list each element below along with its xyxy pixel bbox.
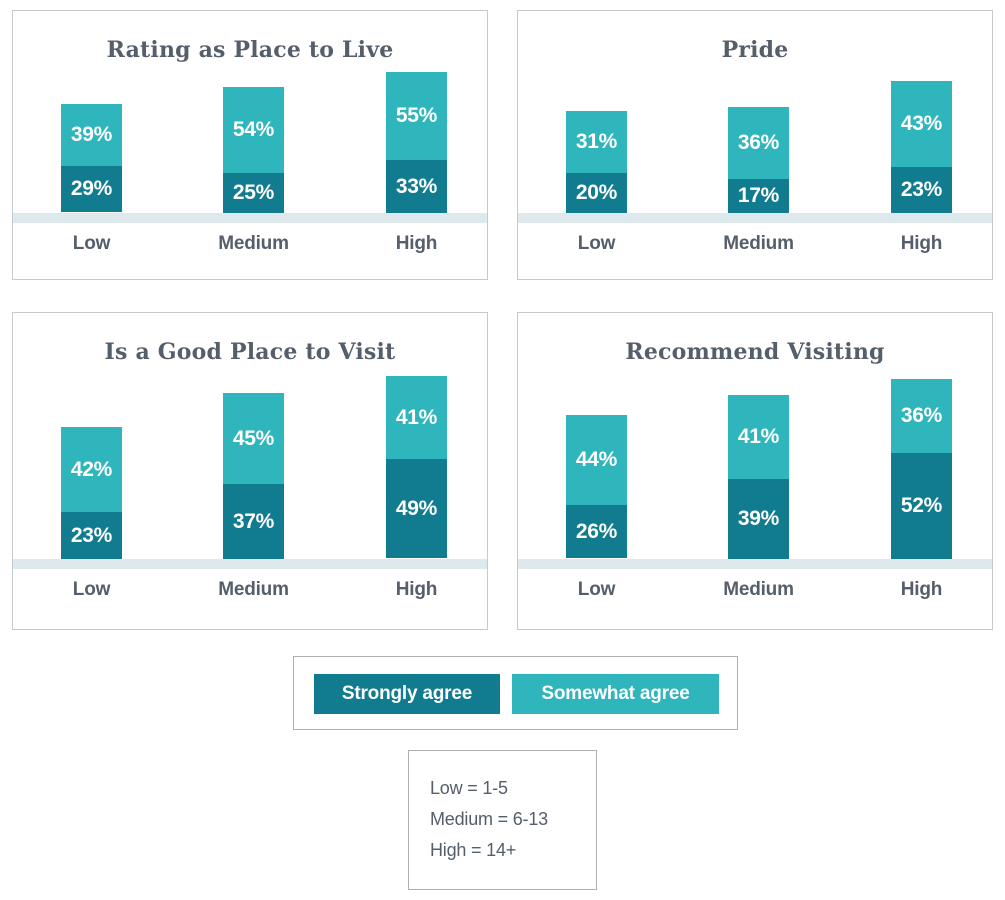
- value-label: 25%: [232, 181, 275, 204]
- stacked-bar: 41% 39%: [728, 395, 789, 559]
- plot-area: 42% 23% 45% 37% 41% 49%: [13, 313, 487, 559]
- legend-item-somewhat-agree: Somewhat agree: [512, 674, 719, 714]
- stacked-bar: 42% 23%: [61, 427, 122, 559]
- value-label: 20%: [575, 181, 618, 204]
- chart-panel-rating-as-place-to-live: Rating as Place to Live 39% 29% 54% 25% 55% 3…: [12, 10, 488, 280]
- value-label: 31%: [575, 130, 618, 153]
- category-label: Low: [72, 579, 111, 600]
- segment-strongly-agree: 23%: [891, 167, 952, 213]
- value-label: 33%: [395, 174, 438, 198]
- value-label: 39%: [70, 123, 113, 146]
- stacked-bar: 31% 20%: [566, 111, 627, 213]
- stacked-bar: 36% 52%: [891, 379, 952, 559]
- stacked-bar: 54% 25%: [223, 87, 284, 213]
- value-label: 36%: [900, 403, 943, 427]
- value-label: 52%: [900, 493, 943, 517]
- chart-title: Recommend Visiting: [625, 339, 885, 365]
- value-label: 41%: [737, 425, 780, 448]
- category-label: High: [900, 579, 943, 600]
- category-label: Medium: [723, 233, 794, 254]
- stacked-bar: 39% 29%: [61, 104, 122, 213]
- category-label: Low: [72, 233, 111, 254]
- segment-strongly-agree: 33%: [386, 160, 447, 213]
- chart-title: Rating as Place to Live: [106, 37, 394, 63]
- stacked-bar: 41% 49%: [386, 376, 447, 559]
- legend-label-somewhat-agree: Somewhat agree: [541, 683, 690, 704]
- segment-somewhat-agree: 41%: [728, 395, 789, 479]
- segment-strongly-agree: 25%: [223, 173, 284, 213]
- note-line-low: Low = 1-5: [430, 778, 508, 798]
- segment-somewhat-agree: 43%: [891, 81, 952, 167]
- chart-panel-recommend-visiting: Recommend Visiting 44% 26% 41% 39% 36% 52% Lo…: [517, 312, 993, 630]
- segment-strongly-agree: 23%: [61, 512, 122, 559]
- baseline-strip: [518, 213, 992, 223]
- segment-strongly-agree: 26%: [566, 505, 627, 558]
- segment-somewhat-agree: 41%: [386, 376, 447, 459]
- plot-area: 31% 20% 36% 17% 43% 23%: [518, 11, 992, 213]
- value-label: 44%: [575, 448, 618, 471]
- category-label: Low: [577, 233, 616, 254]
- segment-somewhat-agree: 36%: [891, 379, 952, 453]
- segment-somewhat-agree: 31%: [566, 111, 627, 173]
- value-label: 29%: [70, 177, 113, 200]
- baseline-strip: [13, 213, 487, 223]
- stacked-bar: 43% 23%: [891, 81, 952, 213]
- value-label: 55%: [395, 104, 438, 127]
- stacked-bar: 44% 26%: [566, 415, 627, 559]
- category-label: Low: [577, 579, 616, 600]
- value-label: 17%: [737, 184, 780, 207]
- legend-item-strongly-agree: Strongly agree: [314, 674, 500, 714]
- value-label: 54%: [232, 118, 275, 141]
- plot-area: 39% 29% 54% 25% 55% 33%: [13, 11, 487, 213]
- legend: Strongly agree Somewhat agree: [293, 656, 738, 730]
- stacked-bar: 45% 37%: [223, 393, 284, 559]
- segment-strongly-agree: 52%: [891, 452, 952, 559]
- value-label: 41%: [395, 405, 438, 429]
- value-label: 45%: [232, 426, 275, 450]
- legend-label-strongly-agree: Strongly agree: [341, 683, 473, 704]
- scale-definition-note: Low = 1-5 Medium = 6-13 High = 14+: [408, 750, 597, 890]
- value-label: 23%: [900, 178, 943, 201]
- baseline-strip: [518, 559, 992, 569]
- stacked-bar: 55% 33%: [386, 72, 447, 213]
- segment-strongly-agree: 49%: [386, 459, 447, 558]
- value-label: 39%: [737, 507, 780, 530]
- category-label: Medium: [218, 579, 289, 600]
- value-label: 23%: [70, 523, 113, 547]
- stacked-bar: 36% 17%: [728, 107, 789, 213]
- segment-strongly-agree: 39%: [728, 479, 789, 559]
- value-label: 43%: [900, 112, 943, 135]
- value-label: 49%: [395, 496, 438, 520]
- value-label: 36%: [737, 131, 780, 154]
- segment-strongly-agree: 20%: [566, 173, 627, 213]
- segment-strongly-agree: 37%: [223, 484, 284, 559]
- segment-somewhat-agree: 36%: [728, 107, 789, 179]
- segment-strongly-agree: 29%: [61, 166, 122, 212]
- segment-somewhat-agree: 44%: [566, 415, 627, 505]
- value-label: 42%: [70, 457, 113, 481]
- segment-somewhat-agree: 42%: [61, 427, 122, 512]
- baseline-strip: [13, 559, 487, 569]
- segment-somewhat-agree: 45%: [223, 393, 284, 484]
- chart-title: Pride: [721, 37, 789, 63]
- chart-panel-pride: Pride 31% 20% 36% 17% 43% 23% Low Medium High: [517, 10, 993, 280]
- plot-area: 44% 26% 41% 39% 36% 52%: [518, 313, 992, 559]
- category-label: Medium: [218, 233, 289, 254]
- value-label: 37%: [232, 509, 275, 533]
- category-label: High: [395, 233, 438, 254]
- segment-somewhat-agree: 39%: [61, 104, 122, 166]
- category-label: Medium: [723, 579, 794, 600]
- chart-title: Is a Good Place to Visit: [104, 339, 396, 365]
- category-label: High: [900, 233, 943, 254]
- chart-panel-is-a-good-place-to-visit: Is a Good Place to Visit 42% 23% 45% 37% 41%…: [12, 312, 488, 630]
- note-line-high: High = 14+: [430, 840, 517, 860]
- segment-strongly-agree: 17%: [728, 179, 789, 213]
- segment-somewhat-agree: 55%: [386, 72, 447, 160]
- category-label: High: [395, 579, 438, 600]
- note-line-medium: Medium = 6-13: [430, 809, 548, 829]
- segment-somewhat-agree: 54%: [223, 87, 284, 173]
- value-label: 26%: [575, 519, 618, 543]
